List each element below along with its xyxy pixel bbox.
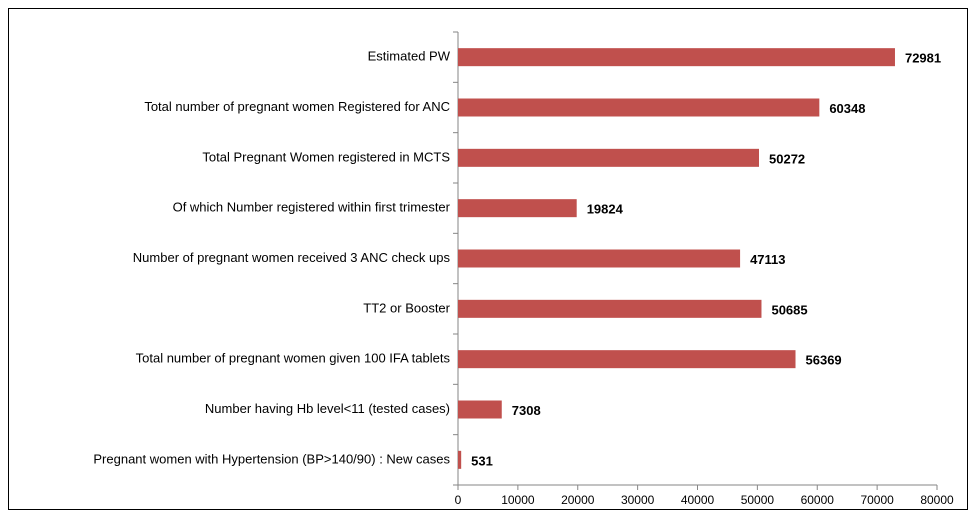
x-tick-label: 70000 (860, 493, 894, 507)
value-label: 7308 (512, 403, 541, 418)
x-tick-label: 40000 (681, 493, 715, 507)
bar (458, 148, 760, 167)
x-tick-label: 30000 (621, 493, 655, 507)
category-label: Total number of pregnant women Registere… (144, 99, 450, 114)
bar (458, 299, 762, 318)
category-label: Estimated PW (368, 49, 451, 64)
value-label: 19824 (587, 202, 624, 217)
bar (458, 199, 577, 218)
value-label: 72981 (905, 51, 941, 66)
category-label: TT2 or Booster (363, 300, 450, 315)
value-label: 531 (471, 453, 493, 468)
bar (458, 350, 796, 369)
bar (458, 249, 741, 268)
category-label: Of which Number registered within first … (173, 200, 451, 215)
value-label: 60348 (829, 101, 865, 116)
category-label: Pregnant women with Hypertension (BP>140… (93, 451, 450, 466)
value-label: 50685 (771, 302, 807, 317)
bar (458, 48, 895, 67)
x-tick-label: 60000 (801, 493, 835, 507)
value-label: 47113 (750, 252, 785, 267)
category-label: Number having Hb level<11 (tested cases) (205, 401, 450, 416)
x-tick-label: 20000 (561, 493, 595, 507)
x-tick-label: 0 (455, 493, 462, 507)
x-tick-label: 80000 (920, 493, 954, 507)
value-label: 56369 (806, 353, 842, 368)
category-label: Total number of pregnant women given 100… (136, 351, 451, 366)
value-label: 50272 (769, 151, 805, 166)
category-label: Total Pregnant Women registered in MCTS (202, 149, 450, 164)
bar (458, 400, 502, 419)
bar (458, 450, 462, 469)
x-tick-label: 50000 (741, 493, 775, 507)
category-label: Number of pregnant women received 3 ANC … (133, 250, 451, 265)
x-tick-label: 10000 (501, 493, 535, 507)
bar (458, 98, 820, 117)
